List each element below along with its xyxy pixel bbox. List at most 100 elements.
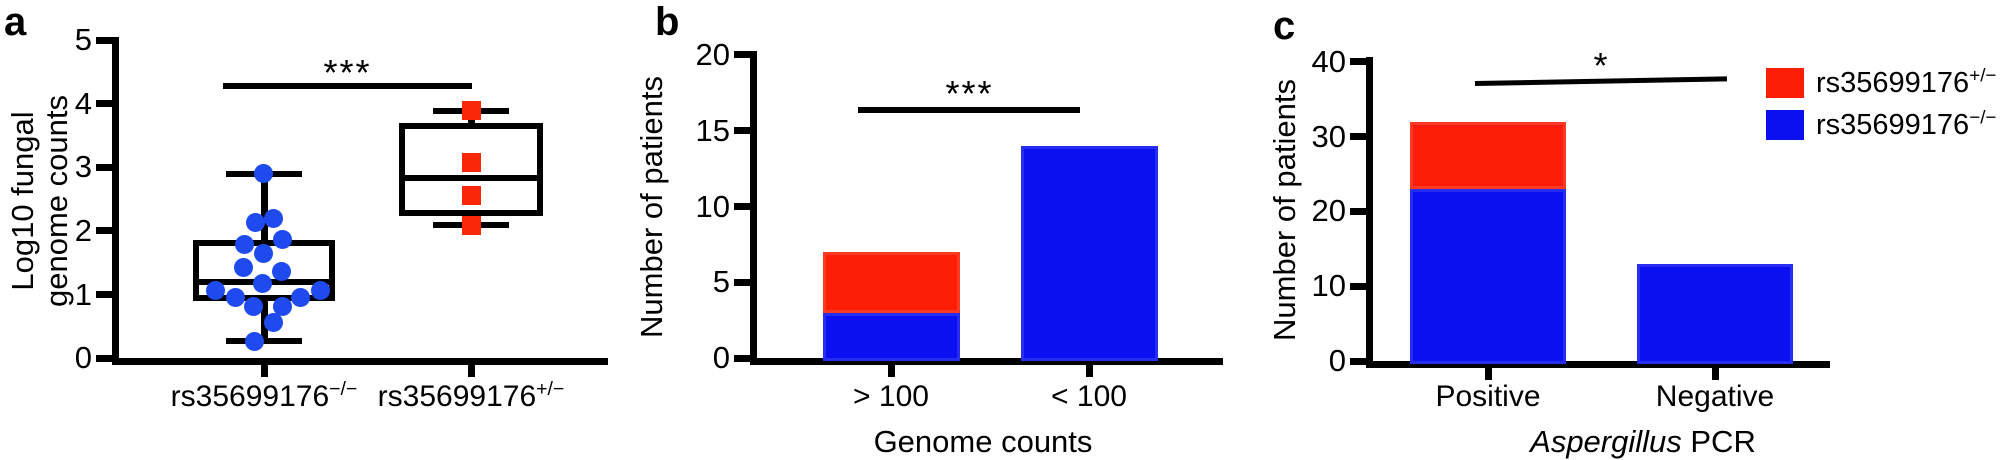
data-point-circle xyxy=(253,164,273,184)
data-point-circle xyxy=(244,331,264,351)
genotype-text: rs35699176 xyxy=(1816,108,1970,141)
y-tick-label: 0 xyxy=(1328,343,1346,378)
data-point-circle xyxy=(263,312,283,332)
y-tick xyxy=(1350,58,1366,66)
x-tick xyxy=(1484,368,1492,380)
y-tick xyxy=(734,127,750,135)
y-tick xyxy=(96,36,112,44)
y-tick xyxy=(1350,133,1366,141)
y-axis-line xyxy=(750,51,757,366)
y-tick-label: 5 xyxy=(712,264,730,300)
panel-b-significance-line xyxy=(858,107,1080,113)
x-tick xyxy=(260,365,268,378)
data-point-circle xyxy=(271,261,291,281)
legend-entry-homo: rs35699176−/− xyxy=(1766,107,1996,141)
y-tick-label: 4 xyxy=(74,85,92,121)
legend-entry-het: rs35699176+/− xyxy=(1766,65,1996,99)
y-tick xyxy=(1350,207,1366,215)
panel-b-x-tick-label-2: < 100 xyxy=(1051,380,1127,413)
y-tick-label: 5 xyxy=(74,22,92,57)
x-axis-title-italic: Aspergillus xyxy=(1530,424,1682,459)
y-tick xyxy=(734,51,750,59)
data-point-circle xyxy=(263,208,283,228)
panel-b-x-axis-title: Genome counts xyxy=(873,424,1093,459)
panel-a-x-tick-label-2: rs35699176+/− xyxy=(341,379,601,415)
data-point-circle xyxy=(243,297,263,317)
legend-label-het: rs35699176+/− xyxy=(1816,65,1996,99)
genotype-superscript: −/− xyxy=(1969,105,1997,127)
y-tick-label: 2 xyxy=(74,212,92,248)
legend-swatch-blue xyxy=(1766,110,1804,140)
whisker-cap-bottom xyxy=(226,338,302,345)
data-point-circle xyxy=(234,235,254,255)
y-axis-line xyxy=(1366,57,1373,368)
data-point-circle xyxy=(253,243,273,263)
panel-a-significance-line xyxy=(223,83,472,89)
data-point-circle xyxy=(252,273,272,293)
x-axis-title-rest: PCR xyxy=(1681,424,1756,459)
legend-label-homo: rs35699176−/− xyxy=(1816,107,1996,141)
y-tick xyxy=(96,163,112,171)
x-axis-line xyxy=(112,358,608,366)
panel-b-letter: b xyxy=(655,0,680,44)
whisker-stem-top xyxy=(260,173,268,240)
data-point-square xyxy=(461,186,481,206)
panel-c-significance-label: * xyxy=(1593,45,1608,86)
panel-b-x-tick-label-1: > 100 xyxy=(853,380,929,413)
bar-segment xyxy=(1020,145,1158,362)
y-tick-label: 15 xyxy=(695,112,730,148)
y-tick-label: 30 xyxy=(1311,118,1346,154)
y-tick-label: 0 xyxy=(74,340,92,376)
x-axis-line xyxy=(1366,361,1830,368)
genotype-superscript: −/− xyxy=(329,378,358,400)
x-axis-line xyxy=(750,358,1223,366)
data-point-square xyxy=(461,216,481,236)
panel-c-letter: c xyxy=(1273,4,1296,48)
genotype-superscript: +/− xyxy=(1969,63,1997,85)
data-point-circle xyxy=(233,258,253,278)
panel-c-x-axis-title: Aspergillus PCR xyxy=(1473,424,1813,460)
genotype-text: rs35699176 xyxy=(170,380,330,413)
y-tick xyxy=(96,291,112,299)
genotype-text: rs35699176 xyxy=(377,380,537,413)
data-point-circle xyxy=(310,280,330,300)
y-tick xyxy=(734,203,750,211)
y-tick-label: 3 xyxy=(74,149,92,185)
y-tick xyxy=(734,278,750,286)
bar-segment xyxy=(1410,188,1566,364)
genotype-superscript: +/− xyxy=(536,378,565,400)
panel-b-significance-label: *** xyxy=(945,73,994,114)
y-tick-label: 20 xyxy=(695,36,730,72)
bar-segment xyxy=(822,252,960,313)
x-tick xyxy=(1085,365,1093,378)
data-point-square xyxy=(461,152,481,172)
bar-segment xyxy=(1637,263,1793,364)
y-tick-label: 20 xyxy=(1311,193,1346,229)
y-tick xyxy=(96,227,112,235)
y-tick xyxy=(96,354,112,362)
x-tick xyxy=(467,365,475,378)
y-tick-label: 1 xyxy=(74,276,92,312)
bar-segment xyxy=(822,312,960,362)
panel-a-letter: a xyxy=(4,0,27,44)
data-point-circle xyxy=(205,281,225,301)
data-point-circle xyxy=(225,287,245,307)
bar-segment xyxy=(1410,121,1566,189)
y-tick xyxy=(734,354,750,362)
data-point-square xyxy=(461,101,481,121)
legend-swatch-red xyxy=(1766,68,1804,98)
y-tick xyxy=(1350,282,1366,290)
genotype-text: rs35699176 xyxy=(1816,66,1970,99)
x-tick xyxy=(887,365,895,378)
y-tick xyxy=(1350,357,1366,365)
data-point-circle xyxy=(245,212,265,232)
y-tick-label: 10 xyxy=(695,188,730,224)
panel-a-x-tick-label-1: rs35699176−/− xyxy=(134,379,394,415)
y-tick-label: 10 xyxy=(1311,268,1346,304)
x-tick xyxy=(1711,368,1719,380)
data-point-circle xyxy=(290,288,310,308)
